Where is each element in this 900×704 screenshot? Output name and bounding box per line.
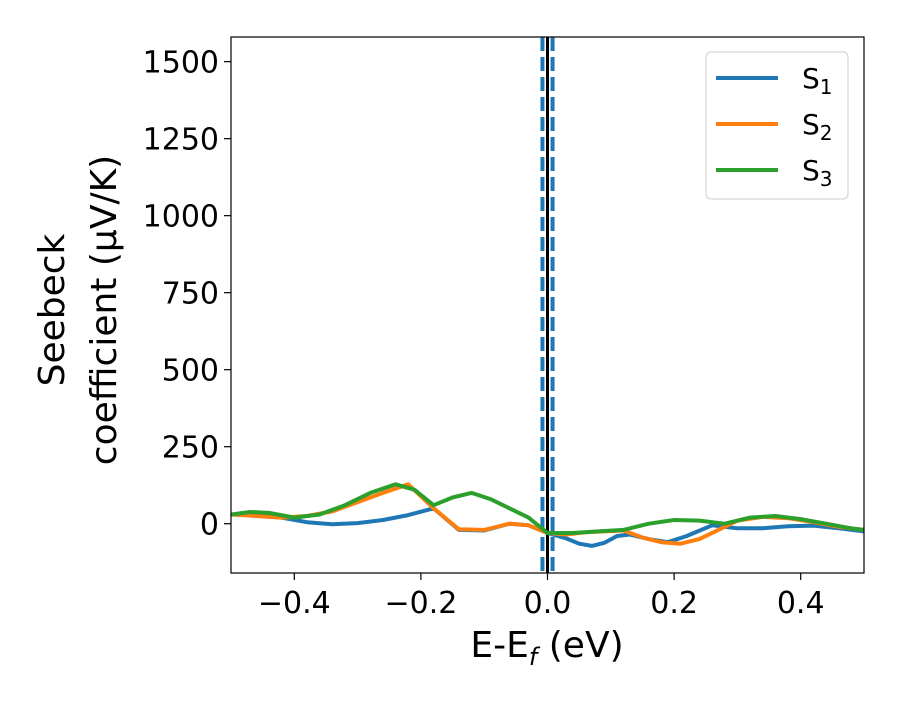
- y-axis-label: Seebeck coefficient (μV/K): [32, 155, 125, 465]
- y-axis-label-line1: Seebeck: [32, 233, 73, 386]
- x-tick-label: −0.4: [258, 586, 331, 621]
- x-tick-label: 0.0: [524, 586, 572, 621]
- series-line-s1: [231, 506, 864, 548]
- y-tick-label: 1500: [143, 46, 219, 81]
- x-axis-label: E-Ef (eV): [470, 625, 623, 671]
- series-line-s3: [231, 482, 864, 535]
- y-tick-label: 1250: [143, 123, 219, 158]
- legend-label-s1: S1: [802, 62, 833, 99]
- y-tick-label: 500: [162, 354, 219, 389]
- x-tick-label: −0.2: [384, 586, 457, 621]
- x-tick-label: 0.4: [777, 586, 825, 621]
- legend-label-s2: S2: [802, 108, 833, 145]
- y-axis-label-line2: coefficient (μV/K): [84, 155, 125, 465]
- x-axis-ticks: −0.4 −0.2 0.0 0.2 0.4: [258, 573, 825, 621]
- vertical-lines: [540, 37, 555, 573]
- y-tick-label: 750: [162, 277, 219, 312]
- x-tick-label: 0.2: [650, 586, 698, 621]
- y-tick-label: 1000: [143, 200, 219, 235]
- y-tick-label: 250: [162, 431, 219, 466]
- legend: S1 S2 S3: [705, 51, 849, 200]
- series-lines: [231, 482, 864, 548]
- legend-label-s3: S3: [802, 154, 833, 191]
- y-tick-label: 0: [200, 508, 219, 543]
- y-axis-ticks: 0 250 500 750 1000 1250 1500: [143, 46, 231, 543]
